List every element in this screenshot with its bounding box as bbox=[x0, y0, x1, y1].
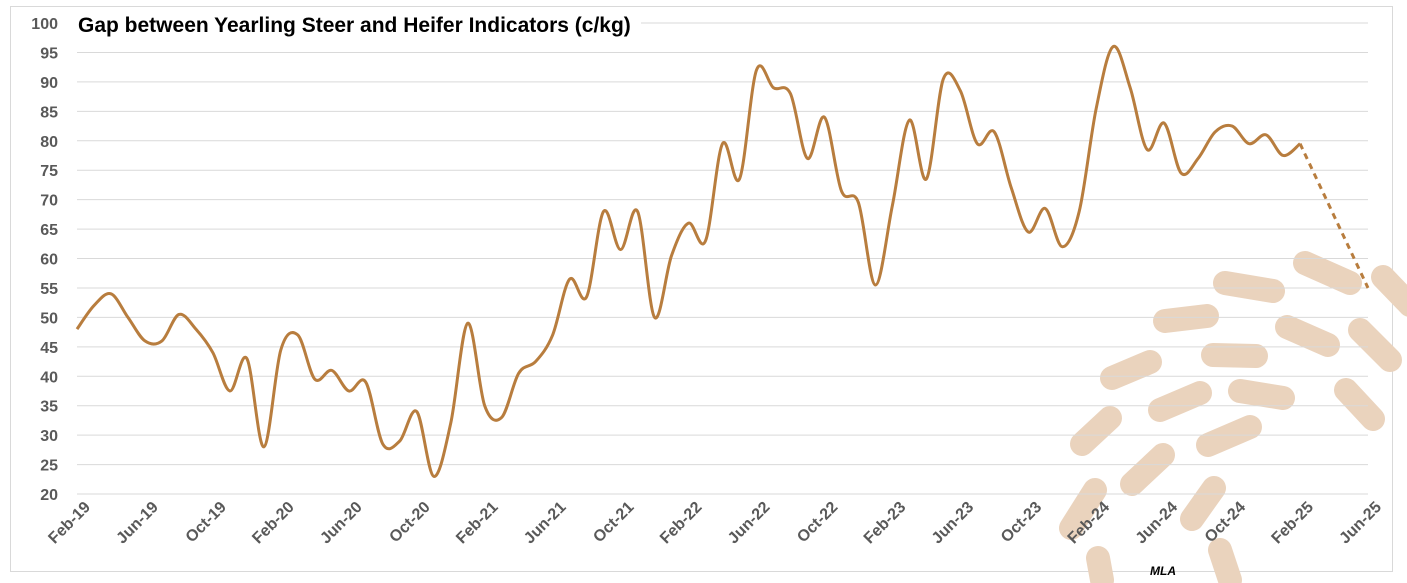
watermark-dash-5 bbox=[1275, 315, 1340, 357]
x-tick-label: Jun-21 bbox=[521, 499, 570, 548]
y-tick-label: 70 bbox=[40, 193, 58, 210]
watermark-dash-18 bbox=[1208, 538, 1242, 583]
x-tick-label: Oct-20 bbox=[386, 499, 433, 546]
x-tick-label: Jun-24 bbox=[1133, 499, 1182, 548]
y-tick-label: 75 bbox=[40, 163, 58, 180]
y-axis-tick-labels: 20 25 30 35 40 45 50 55 60 65 70 75 80 85 90 95 100 bbox=[31, 16, 58, 504]
x-tick-label: Jun-20 bbox=[317, 499, 366, 548]
watermark-dash-12 bbox=[1228, 379, 1295, 410]
y-tick-label: 60 bbox=[40, 252, 58, 269]
x-tick-label: Feb-21 bbox=[453, 499, 502, 548]
y-tick-label: 25 bbox=[40, 458, 58, 475]
y-tick-label: 65 bbox=[40, 222, 58, 239]
y-tick-label: 40 bbox=[40, 369, 58, 386]
gridlines bbox=[77, 22, 1368, 495]
x-tick-label: Jun-23 bbox=[929, 499, 978, 548]
watermark-dash-9 bbox=[1334, 378, 1385, 431]
x-tick-label: Oct-19 bbox=[183, 499, 230, 546]
y-tick-label: 30 bbox=[40, 428, 58, 445]
x-tick-label: Oct-21 bbox=[590, 499, 637, 546]
watermark-dash-8 bbox=[1201, 343, 1268, 368]
watermark-dash-15 bbox=[1180, 476, 1226, 531]
x-tick-label: Jun-25 bbox=[1336, 499, 1385, 548]
y-tick-label: 20 bbox=[40, 487, 58, 504]
watermark-dash-16 bbox=[1059, 478, 1107, 540]
x-tick-label: Feb-19 bbox=[45, 499, 94, 548]
y-tick-label: 100 bbox=[31, 16, 58, 33]
mla-logo-watermark bbox=[1059, 251, 1407, 583]
x-tick-label: Feb-22 bbox=[657, 499, 706, 548]
series-line-actual bbox=[75, 45, 1302, 478]
x-tick-label: Jun-19 bbox=[113, 499, 162, 548]
watermark-dash-17 bbox=[1086, 546, 1114, 583]
x-tick-label: Feb-25 bbox=[1269, 499, 1318, 548]
series-layer bbox=[75, 45, 1370, 478]
y-tick-label: 95 bbox=[40, 45, 58, 62]
y-tick-label: 50 bbox=[40, 310, 58, 327]
x-tick-label: Feb-20 bbox=[249, 499, 298, 548]
y-tick-label: 80 bbox=[40, 134, 58, 151]
chart-title: Gap between Yearling Steer and Heifer In… bbox=[70, 12, 641, 42]
watermark-dash-3 bbox=[1371, 265, 1407, 317]
y-tick-label: 55 bbox=[40, 281, 58, 298]
series-line-forecast bbox=[1298, 143, 1370, 289]
watermark-dash-1 bbox=[1213, 271, 1285, 303]
watermark-dash-4 bbox=[1153, 304, 1219, 333]
watermark-dash-14 bbox=[1120, 443, 1175, 496]
watermark-dash-11 bbox=[1148, 381, 1212, 422]
source-label: MLA bbox=[1150, 564, 1176, 578]
x-tick-label: Oct-22 bbox=[794, 499, 841, 546]
watermark-dash-6 bbox=[1348, 318, 1402, 372]
watermark-dash-2 bbox=[1293, 251, 1362, 295]
y-tick-label: 35 bbox=[40, 399, 58, 416]
watermark-dash-7 bbox=[1100, 350, 1162, 390]
y-tick-label: 90 bbox=[40, 75, 58, 92]
watermark-dash-13 bbox=[1196, 415, 1262, 457]
watermark-dash-10 bbox=[1070, 406, 1122, 456]
y-tick-label: 45 bbox=[40, 340, 58, 357]
x-tick-label: Oct-23 bbox=[998, 499, 1045, 546]
y-tick-label: 85 bbox=[40, 104, 58, 121]
x-tick-label: Feb-23 bbox=[861, 499, 910, 548]
x-tick-label: Jun-22 bbox=[725, 499, 774, 548]
